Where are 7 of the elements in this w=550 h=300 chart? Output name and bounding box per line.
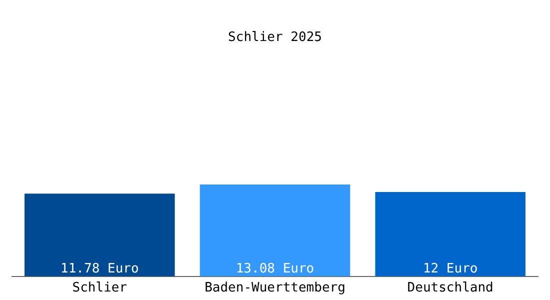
- x-tick-label: Baden-Wuerttemberg: [204, 280, 346, 296]
- chart-title: Schlier 2025: [228, 30, 322, 46]
- data-label: 13.08 Euro: [236, 261, 314, 276]
- data-label: 12 Euro: [422, 261, 478, 276]
- data-label: 11.78 Euro: [60, 261, 139, 276]
- x-tick-label: Deutschland: [407, 280, 494, 296]
- x-tick-label: Schlier: [72, 280, 128, 296]
